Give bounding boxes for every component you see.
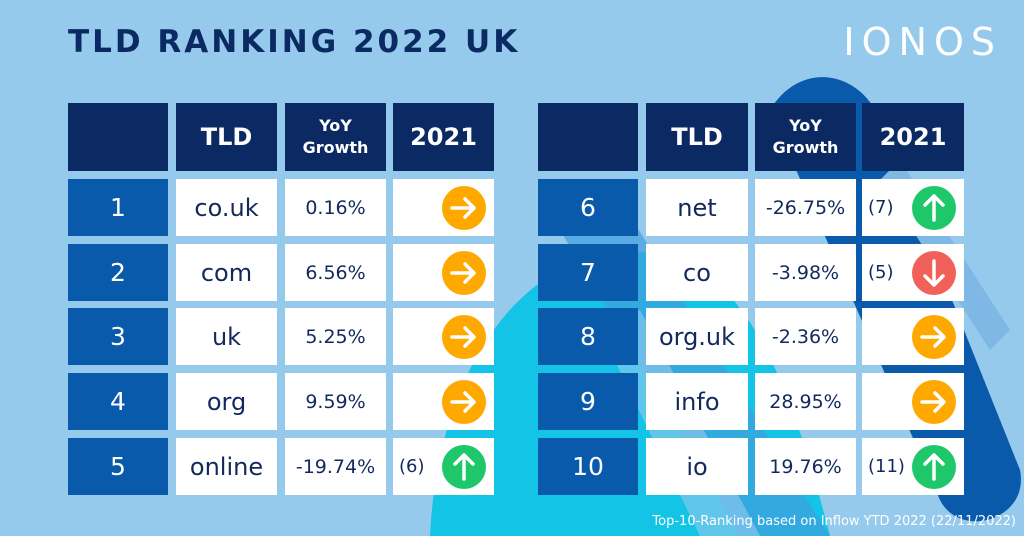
previous-rank: (5) — [868, 262, 894, 283]
arrow-up-icon — [912, 185, 956, 230]
arrow-down-icon — [912, 250, 956, 295]
footnote: Top-10-Ranking based on Inflow YTD 2022 … — [652, 514, 1016, 529]
rank-2021-cell — [393, 308, 494, 365]
rank-cell: 10 — [538, 438, 638, 495]
rank-2021-cell — [393, 179, 494, 236]
yoy-cell: 9.59% — [285, 373, 386, 430]
arrow-up-icon — [442, 444, 486, 489]
yoy-cell: -3.98% — [755, 244, 856, 301]
rank-cell: 9 — [538, 373, 638, 430]
rank-cell: 6 — [538, 179, 638, 236]
yoy-cell: -26.75% — [755, 179, 856, 236]
rank-2021-cell — [393, 244, 494, 301]
rank-2021-cell: (11) — [862, 438, 964, 495]
tld-cell: org.uk — [646, 308, 748, 365]
header-yoy: YoY Growth — [755, 103, 856, 171]
yoy-cell: -19.74% — [285, 438, 386, 495]
tld-cell: co — [646, 244, 748, 301]
page-title: TLD RANKING 2022 UK — [68, 24, 521, 60]
header-2021: 2021 — [393, 103, 494, 171]
rank-cell: 8 — [538, 308, 638, 365]
rank-cell: 3 — [68, 308, 168, 365]
tld-cell: info — [646, 373, 748, 430]
arrow-right-icon — [912, 314, 956, 359]
tld-cell: io — [646, 438, 748, 495]
rank-cell: 5 — [68, 438, 168, 495]
header-2021: 2021 — [862, 103, 964, 171]
yoy-cell: 28.95% — [755, 373, 856, 430]
rank-2021-cell: (5) — [862, 244, 964, 301]
rank-2021-cell: (7) — [862, 179, 964, 236]
rank-2021-cell — [862, 373, 964, 430]
header-yoy-line1: YoY — [789, 116, 822, 135]
arrow-right-icon — [442, 314, 486, 359]
rank-cell: 4 — [68, 373, 168, 430]
arrow-right-icon — [442, 185, 486, 230]
header-blank — [68, 103, 168, 171]
arrow-right-icon — [442, 379, 486, 424]
arrow-right-icon — [912, 379, 956, 424]
tld-cell: com — [176, 244, 277, 301]
tld-cell: org — [176, 373, 277, 430]
tld-cell: co.uk — [176, 179, 277, 236]
rank-cell: 2 — [68, 244, 168, 301]
previous-rank: (11) — [868, 456, 905, 477]
tld-cell: net — [646, 179, 748, 236]
ionos-logo: IONOS — [843, 20, 1002, 64]
header-yoy: YoY Growth — [285, 103, 386, 171]
yoy-cell: -2.36% — [755, 308, 856, 365]
header-yoy-line2: Growth — [772, 138, 839, 157]
tld-cell: online — [176, 438, 277, 495]
rank-cell: 7 — [538, 244, 638, 301]
header-yoy-line1: YoY — [319, 116, 352, 135]
rank-2021-cell — [393, 373, 494, 430]
rank-cell: 1 — [68, 179, 168, 236]
header-tld: TLD — [176, 103, 277, 171]
header-tld: TLD — [646, 103, 748, 171]
yoy-cell: 6.56% — [285, 244, 386, 301]
yoy-cell: 0.16% — [285, 179, 386, 236]
yoy-cell: 19.76% — [755, 438, 856, 495]
header-blank — [538, 103, 638, 171]
tld-cell: uk — [176, 308, 277, 365]
previous-rank: (6) — [399, 456, 425, 477]
rank-2021-cell: (6) — [393, 438, 494, 495]
yoy-cell: 5.25% — [285, 308, 386, 365]
arrow-up-icon — [912, 444, 956, 489]
rank-2021-cell — [862, 308, 964, 365]
header-yoy-line2: Growth — [302, 138, 369, 157]
arrow-right-icon — [442, 250, 486, 295]
previous-rank: (7) — [868, 197, 894, 218]
